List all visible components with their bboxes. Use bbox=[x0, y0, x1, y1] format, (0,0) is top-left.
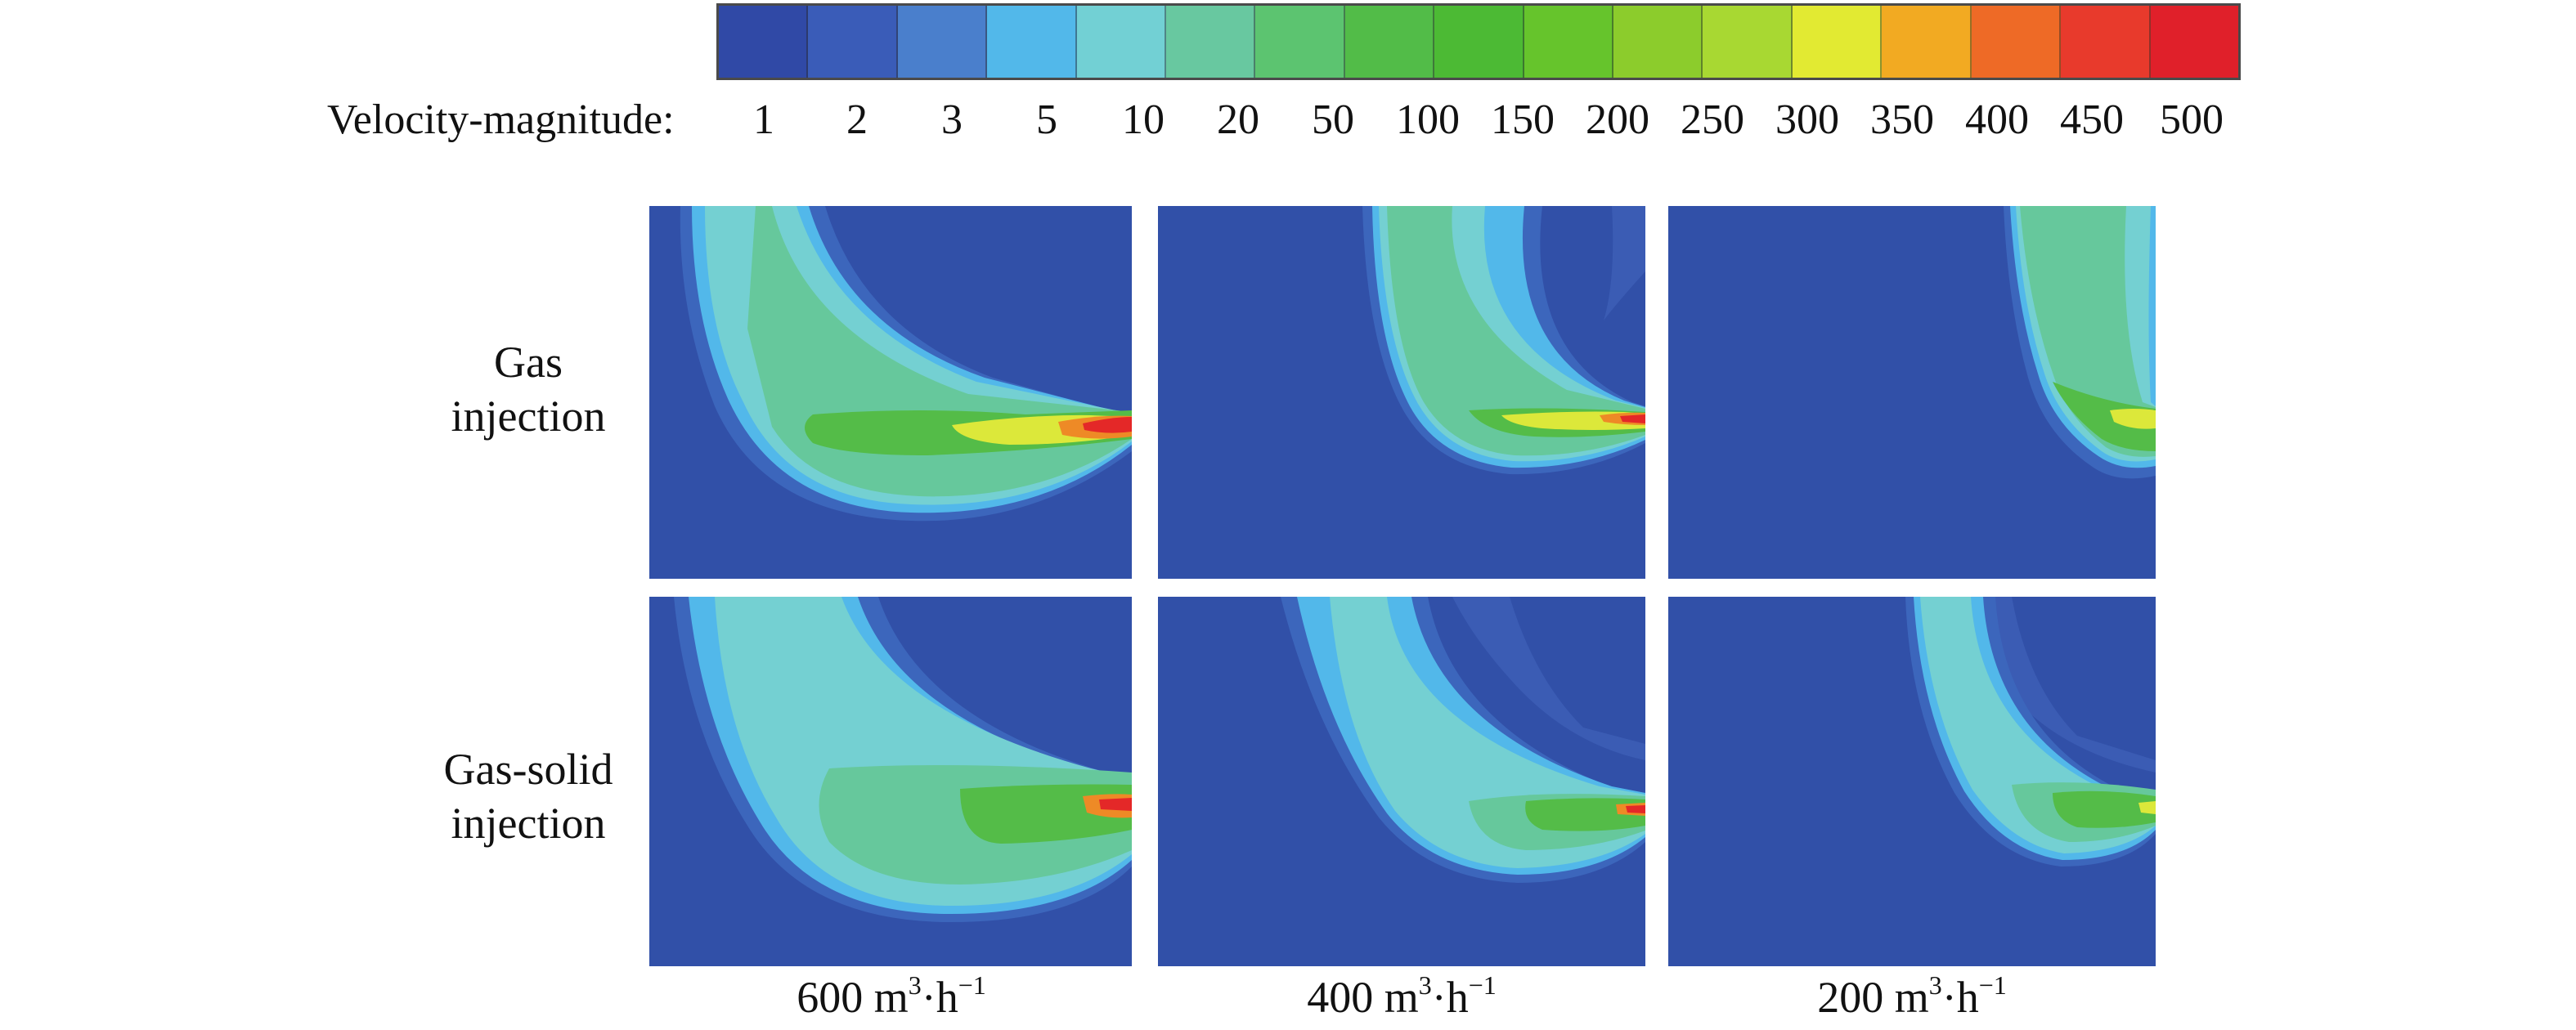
colorbar-swatch bbox=[897, 6, 988, 78]
contour-teal bbox=[2020, 206, 2156, 457]
colorbar-tick: 500 bbox=[2160, 96, 2224, 143]
column-label-400: 400 m3·h−1 bbox=[1307, 969, 1497, 1026]
unit-exponent: −1 bbox=[958, 970, 986, 1000]
flow-rate-unit: m bbox=[1384, 973, 1419, 1022]
colorbar-swatch bbox=[808, 6, 898, 78]
colorbar-swatch bbox=[1792, 6, 1883, 78]
colorbar-tick: 200 bbox=[1586, 96, 1649, 143]
column-label-600: 600 m3·h−1 bbox=[797, 969, 986, 1026]
colorbar-tick: 400 bbox=[1965, 96, 2029, 143]
contour-panel-gas-400 bbox=[1158, 206, 1645, 579]
colorbar-swatch bbox=[1971, 6, 2062, 78]
contour-red bbox=[1083, 417, 1132, 433]
unit-exponent: −1 bbox=[1468, 970, 1497, 1000]
unit-exponent: −1 bbox=[1978, 970, 2007, 1000]
colorbar-tick: 300 bbox=[1775, 96, 1839, 143]
row-label-line: Gas-solid bbox=[443, 745, 613, 794]
flow-rate-unit: m bbox=[1894, 973, 1929, 1022]
contour-panel-gas-solid-200 bbox=[1668, 597, 2156, 966]
colorbar-swatch bbox=[1344, 6, 1435, 78]
colorbar-swatch bbox=[1255, 6, 1345, 78]
flow-rate-value: 200 bbox=[1817, 973, 1884, 1022]
colorbar-tick: 1 bbox=[753, 96, 774, 143]
unit-exponent: 3 bbox=[908, 970, 922, 1000]
contour-yellow bbox=[2110, 409, 2156, 429]
colorbar-tick: 250 bbox=[1681, 96, 1744, 143]
contour-panel-gas-solid-400 bbox=[1158, 597, 1645, 966]
contour-yellow bbox=[2138, 801, 2156, 814]
unit-exponent: 3 bbox=[1928, 970, 1942, 1000]
contour-green bbox=[2053, 382, 2156, 451]
row-label-line: Gas bbox=[494, 338, 563, 387]
colorbar-swatch bbox=[2150, 6, 2238, 78]
colorbar-tick: 450 bbox=[2060, 96, 2124, 143]
legend-label: Velocity-magnitude: bbox=[327, 96, 675, 143]
colorbar-tick: 50 bbox=[1312, 96, 1354, 143]
colorbar-tick: 20 bbox=[1217, 96, 1259, 143]
contour-panel-gas-solid-600 bbox=[649, 597, 1132, 966]
colorbar-swatch bbox=[1882, 6, 1972, 78]
flow-rate-unit: ·h bbox=[1941, 973, 1979, 1022]
flow-rate-unit: ·h bbox=[921, 973, 958, 1022]
contour-red bbox=[1626, 805, 1645, 813]
contour-panel-gas-600 bbox=[649, 206, 1132, 579]
colorbar-swatch bbox=[1703, 6, 1793, 78]
contour-green bbox=[2053, 790, 2156, 828]
colorbar-swatch bbox=[1613, 6, 1703, 78]
colorbar-tick: 10 bbox=[1122, 96, 1165, 143]
flow-rate-value: 600 bbox=[797, 973, 864, 1022]
row-label-gas-solid-injection: Gas-solid injection bbox=[406, 742, 651, 850]
contour-red bbox=[1099, 798, 1132, 811]
row-label-line: injection bbox=[451, 799, 606, 848]
colorbar-tick: 2 bbox=[846, 96, 868, 143]
colorbar-swatch bbox=[987, 6, 1077, 78]
row-label-line: injection bbox=[451, 392, 606, 441]
colorbar-swatch bbox=[1434, 6, 1524, 78]
colorbar-swatch bbox=[719, 6, 809, 78]
colorbar-swatch bbox=[2061, 6, 2151, 78]
velocity-colorbar bbox=[716, 3, 2241, 80]
flow-rate-unit: ·h bbox=[1431, 973, 1469, 1022]
row-label-gas-injection: Gas injection bbox=[406, 335, 651, 443]
contour-green bbox=[1525, 798, 1645, 831]
contour-panel-gas-200 bbox=[1668, 206, 2156, 579]
column-label-200: 200 m3·h−1 bbox=[1817, 969, 2007, 1026]
colorbar-swatch bbox=[1076, 6, 1167, 78]
unit-exponent: 3 bbox=[1418, 970, 1432, 1000]
flow-rate-value: 400 bbox=[1307, 973, 1374, 1022]
contour-red bbox=[1620, 414, 1645, 423]
colorbar-tick: 350 bbox=[1870, 96, 1934, 143]
flow-rate-unit: m bbox=[873, 973, 909, 1022]
colorbar-tick: 5 bbox=[1036, 96, 1057, 143]
colorbar-tick: 100 bbox=[1396, 96, 1460, 143]
colorbar-tick: 3 bbox=[941, 96, 963, 143]
colorbar-swatch bbox=[1166, 6, 1256, 78]
colorbar-tick: 150 bbox=[1491, 96, 1555, 143]
contour-teal bbox=[1387, 206, 1645, 456]
colorbar-swatch bbox=[1524, 6, 1614, 78]
